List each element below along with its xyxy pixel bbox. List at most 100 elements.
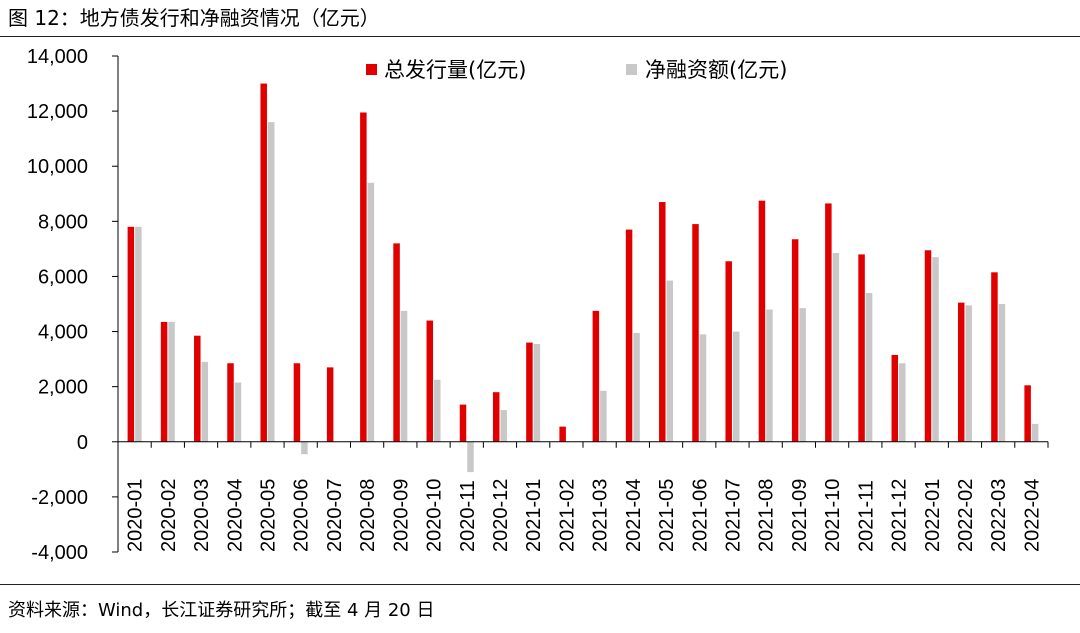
x-tick-label: 2020-04 xyxy=(224,479,246,552)
bar-issuance xyxy=(1024,385,1031,442)
bar-net-financing xyxy=(201,361,209,442)
x-tick-label: 2021-11 xyxy=(855,480,877,552)
y-tick-label: 8,000 xyxy=(38,211,88,233)
bar-issuance xyxy=(459,404,467,442)
bar-issuance xyxy=(858,254,865,442)
y-tick-label: 12,000 xyxy=(27,101,88,123)
x-tick-label: 2021-06 xyxy=(689,479,711,552)
bar-issuance xyxy=(227,363,234,442)
legend-label-issuance: 总发行量(亿元) xyxy=(384,58,526,82)
figure-title: 图 12：地方债发行和净融资情况（亿元） xyxy=(8,6,380,30)
bar-net-financing xyxy=(699,334,707,442)
bar-net-financing xyxy=(600,390,607,442)
y-tick-label: 4,000 xyxy=(38,322,88,344)
bar-issuance xyxy=(725,261,732,442)
x-tick-label: 2022-04 xyxy=(1021,479,1043,552)
x-tick-label: 2021-03 xyxy=(590,479,612,552)
x-tick-label: 2020-12 xyxy=(490,479,512,552)
x-tick-label: 2021-05 xyxy=(656,479,678,552)
x-tick-label: 2021-09 xyxy=(789,479,811,552)
bar-issuance xyxy=(825,203,832,442)
bar-net-financing xyxy=(899,363,906,442)
bar-net-financing xyxy=(865,292,873,442)
x-tick-label: 2021-08 xyxy=(756,479,778,552)
bar-issuance xyxy=(194,335,201,442)
bar-net-financing xyxy=(633,332,640,442)
chart: -4,000 -2,000 0 2,000 4,000 6,000 8,000 10,000 1… xyxy=(27,46,1049,564)
bar-net-financing xyxy=(998,304,1006,442)
bar-net-financing xyxy=(799,308,806,442)
bar-net-financing xyxy=(832,253,840,442)
bar-issuance xyxy=(559,426,566,442)
bar-issuance xyxy=(659,202,666,442)
bar-issuance xyxy=(692,224,699,442)
bar-issuance xyxy=(957,302,965,442)
bar-issuance xyxy=(260,83,267,442)
x-tick-label: 2020-05 xyxy=(257,479,279,552)
legend-swatch-issuance xyxy=(366,64,377,75)
bar-issuance xyxy=(127,226,135,442)
bar-issuance xyxy=(924,250,932,442)
y-tick-label: -4,000 xyxy=(31,542,88,564)
bar-net-financing xyxy=(135,226,142,442)
bar-issuance xyxy=(426,320,434,442)
bottom-rule xyxy=(0,584,1080,585)
x-tick-label: 2021-02 xyxy=(556,479,578,552)
bar-issuance xyxy=(360,112,367,442)
x-tick-label: 2021-12 xyxy=(889,479,911,552)
x-tick-label: 2022-01 xyxy=(922,479,944,552)
bar-issuance xyxy=(526,342,533,442)
bar-net-financing xyxy=(434,379,441,442)
x-axis-labels: 2020-01 2020-02 2020-03 2020-04 2020-05 2020-… xyxy=(117,441,1049,552)
y-tick-label: 6,000 xyxy=(38,266,88,288)
x-tick-label: 2020-03 xyxy=(191,479,213,552)
bar-net-financing xyxy=(965,305,972,442)
bar-net-financing xyxy=(732,331,740,442)
y-axis-ticks xyxy=(112,55,118,553)
bars xyxy=(127,83,1039,473)
x-tick-label: 2022-02 xyxy=(955,479,977,552)
x-tick-label: 2021-10 xyxy=(822,479,844,552)
x-tick-label: 2020-06 xyxy=(291,479,313,552)
bar-net-financing xyxy=(234,382,242,442)
x-tick-label: 2021-01 xyxy=(523,479,545,552)
x-tick-label: 2020-10 xyxy=(424,479,446,552)
x-tick-label: 2020-07 xyxy=(324,479,346,552)
bar-issuance xyxy=(625,229,633,442)
bar-net-financing xyxy=(666,280,674,442)
x-tick-label: 2020-11 xyxy=(457,480,479,552)
y-tick-label: 0 xyxy=(77,432,88,454)
bar-net-financing xyxy=(400,310,408,442)
bar-net-financing xyxy=(467,441,474,473)
legend: 总发行量(亿元) 净融资额(亿元) xyxy=(366,58,787,82)
bar-issuance xyxy=(393,243,400,442)
bar-issuance xyxy=(891,354,899,442)
bar-net-financing xyxy=(367,182,375,442)
legend-swatch-net-financing xyxy=(626,64,637,75)
bar-net-financing xyxy=(766,309,773,442)
bar-net-financing xyxy=(301,441,308,455)
top-rule xyxy=(0,36,1080,37)
x-tick-label: 2021-07 xyxy=(722,479,744,552)
bar-issuance xyxy=(758,200,766,442)
y-tick-label: -2,000 xyxy=(31,487,88,509)
x-tick-label: 2022-03 xyxy=(988,479,1010,552)
y-tick-label: 14,000 xyxy=(27,46,88,68)
x-tick-label: 2021-04 xyxy=(623,479,645,552)
bar-net-financing xyxy=(168,321,175,442)
x-tick-label: 2020-09 xyxy=(390,479,412,552)
bar-issuance xyxy=(293,363,301,442)
x-tick-label: 2020-02 xyxy=(158,479,180,552)
bar-issuance xyxy=(492,392,500,442)
bar-issuance xyxy=(326,367,334,442)
y-axis-labels: -4,000 -2,000 0 2,000 4,000 6,000 8,000 10,000 1… xyxy=(27,46,88,564)
y-tick-label: 10,000 xyxy=(27,156,88,178)
bar-issuance xyxy=(791,239,799,442)
bar-issuance xyxy=(592,310,600,442)
x-tick-label: 2020-08 xyxy=(357,479,379,552)
bar-net-financing xyxy=(267,122,275,442)
legend-label-net-financing: 净融资额(亿元) xyxy=(645,58,787,82)
bar-net-financing xyxy=(500,410,507,442)
y-tick-label: 2,000 xyxy=(38,377,88,399)
source-note: 资料来源：Wind，长江证券研究所；截至 4 月 20 日 xyxy=(8,600,435,621)
